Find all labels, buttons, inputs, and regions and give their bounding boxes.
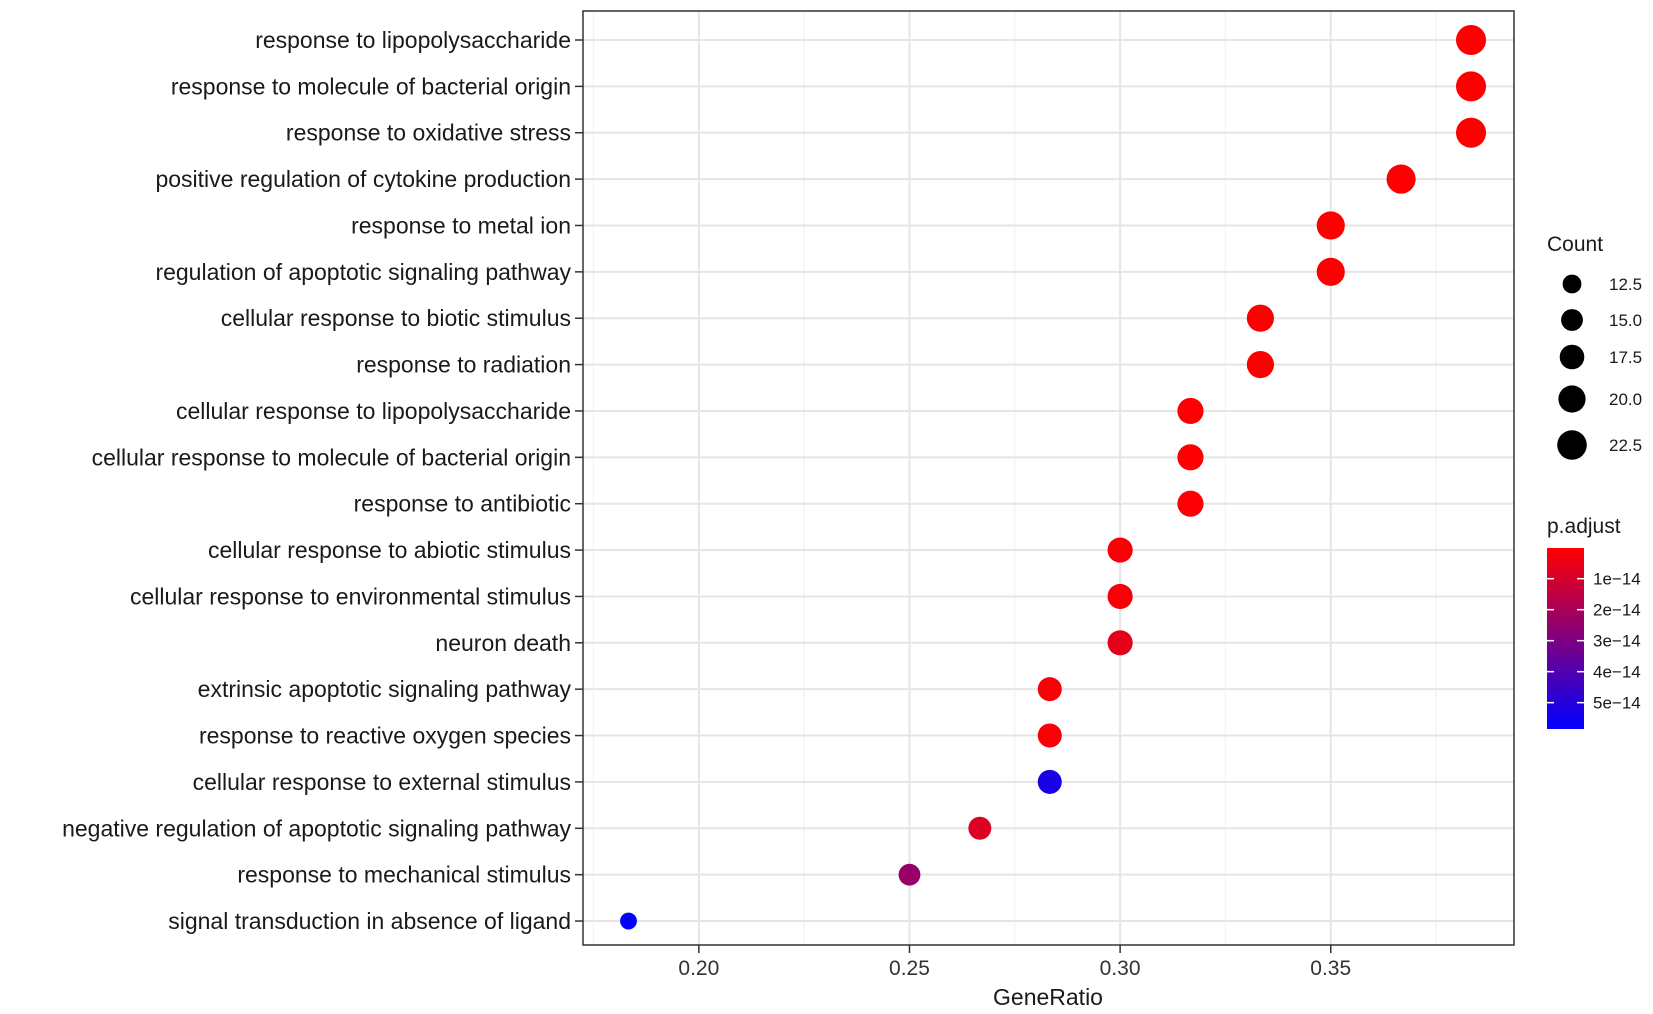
y-tick-label: neuron death bbox=[435, 630, 571, 656]
x-tick-label: 0.35 bbox=[1310, 957, 1351, 980]
y-tick-label: response to reactive oxygen species bbox=[199, 723, 571, 749]
y-tick-label: cellular response to abiotic stimulus bbox=[208, 537, 571, 563]
colorbar-label: 2e−14 bbox=[1593, 601, 1641, 620]
y-tick-label: response to radiation bbox=[356, 352, 571, 378]
colorbar-label: 5e−14 bbox=[1593, 694, 1641, 713]
data-point bbox=[1455, 24, 1487, 56]
legend-count: Count 12.5 15.0 17.5 20.0 22.5 bbox=[1547, 233, 1642, 460]
y-axis: response to lipopolysaccharide response t… bbox=[62, 27, 583, 934]
legend-count-title: Count bbox=[1547, 233, 1603, 256]
data-point bbox=[1246, 350, 1274, 379]
major-gridlines bbox=[583, 11, 1514, 945]
legend-count-label: 15.0 bbox=[1609, 311, 1642, 330]
data-point bbox=[1037, 769, 1062, 794]
legend-count-key bbox=[1557, 430, 1587, 460]
data-point bbox=[1455, 117, 1487, 148]
data-point bbox=[898, 863, 921, 886]
data-point bbox=[1177, 397, 1204, 425]
data-point bbox=[1177, 490, 1204, 517]
y-tick-label: response to antibiotic bbox=[354, 491, 571, 517]
y-tick-label: response to metal ion bbox=[351, 212, 571, 238]
legend-count-key bbox=[1561, 309, 1583, 331]
data-point bbox=[1316, 211, 1345, 240]
legend-count-label: 17.5 bbox=[1609, 348, 1642, 367]
colorbar bbox=[1547, 548, 1584, 729]
x-tick-label: 0.25 bbox=[889, 957, 930, 980]
data-point bbox=[1316, 257, 1345, 286]
x-axis-title: GeneRatio bbox=[993, 984, 1103, 1010]
legend-count-label: 20.0 bbox=[1609, 390, 1642, 409]
colorbar-label: 1e−14 bbox=[1593, 570, 1641, 589]
legend-count-key bbox=[1562, 274, 1582, 294]
data-point bbox=[1177, 444, 1204, 471]
legend-count-key bbox=[1559, 344, 1585, 370]
minor-gridlines bbox=[592, 11, 1437, 945]
data-point bbox=[1386, 164, 1416, 194]
y-tick-label: extrinsic apoptotic signaling pathway bbox=[198, 676, 572, 702]
data-point bbox=[1107, 583, 1133, 610]
data-point bbox=[620, 912, 637, 930]
legend-count-key bbox=[1558, 385, 1586, 413]
y-tick-label: regulation of apoptotic signaling pathwa… bbox=[155, 259, 571, 285]
y-tick-label: response to mechanical stimulus bbox=[237, 862, 571, 888]
colorbar-label: 3e−14 bbox=[1593, 632, 1641, 651]
y-tick-label: cellular response to molecule of bacteri… bbox=[92, 444, 571, 470]
data-point bbox=[1037, 677, 1062, 702]
data-point bbox=[1455, 71, 1487, 102]
y-tick-label: response to molecule of bacterial origin bbox=[171, 73, 571, 99]
x-tick-label: 0.20 bbox=[678, 957, 719, 980]
y-tick-label: cellular response to environmental stimu… bbox=[130, 583, 571, 609]
y-tick-label: cellular response to external stimulus bbox=[193, 769, 571, 795]
y-tick-label: cellular response to lipopolysaccharide bbox=[176, 398, 571, 424]
legend-padjust-title: p.adjust bbox=[1547, 515, 1621, 538]
data-point bbox=[1107, 537, 1133, 563]
plot-panel bbox=[583, 11, 1514, 945]
y-tick-label: positive regulation of cytokine producti… bbox=[155, 166, 571, 192]
y-tick-label: negative regulation of apoptotic signali… bbox=[62, 815, 571, 841]
x-axis: 0.20 0.25 0.30 0.35 bbox=[678, 945, 1351, 980]
legend-padjust: p.adjust 1e−14 2e−14 3e−14 4e−14 5e−14 bbox=[1547, 515, 1641, 729]
data-points bbox=[620, 24, 1487, 930]
data-point bbox=[1107, 630, 1133, 656]
legend-count-label: 12.5 bbox=[1609, 275, 1642, 294]
y-tick-label: cellular response to biotic stimulus bbox=[221, 305, 571, 331]
data-point bbox=[1037, 723, 1062, 748]
x-tick-label: 0.30 bbox=[1100, 957, 1141, 980]
data-point bbox=[968, 816, 992, 840]
y-tick-label: signal transduction in absence of ligand bbox=[168, 908, 571, 934]
colorbar-label: 4e−14 bbox=[1593, 663, 1641, 682]
y-tick-label: response to lipopolysaccharide bbox=[255, 27, 571, 53]
data-point bbox=[1246, 304, 1274, 332]
legend-count-label: 22.5 bbox=[1609, 436, 1642, 455]
plot-panel-border bbox=[582, 10, 1515, 946]
y-tick-label: response to oxidative stress bbox=[286, 120, 571, 146]
